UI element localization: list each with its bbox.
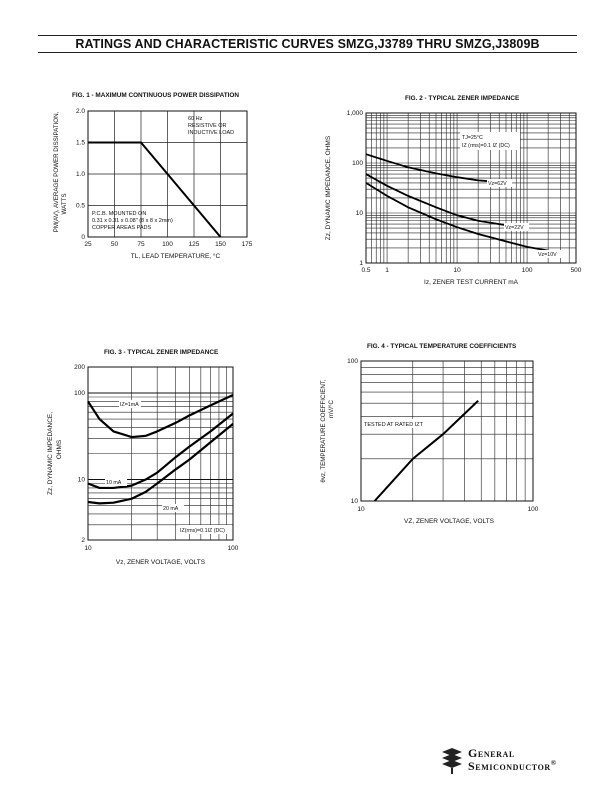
fig2-x-tick-label: 0.5 bbox=[361, 267, 370, 274]
fig1-annotation: RESISTIVE OR bbox=[188, 123, 227, 129]
fig1-annotation: P.C.B. MOUNTED ON bbox=[92, 211, 146, 217]
fig1-y-axis-label: PM(AV), AVERAGE POWER DISSIPATION, bbox=[53, 111, 60, 232]
fig3-series-line bbox=[87, 412, 234, 490]
brand-logo: General Semiconductor® bbox=[440, 746, 580, 776]
fig2-y-axis-label: Zz, DYNAMIC IMPEDANCE, OHMS bbox=[325, 135, 332, 240]
fig1-x-tick-label: 25 bbox=[84, 241, 92, 248]
fig1-x-axis-label: TL, LEAD TEMPERATURE, °C bbox=[131, 252, 221, 260]
fig3-series-label: 20 mA bbox=[163, 506, 179, 512]
fig4-y-tick-label: 100 bbox=[347, 358, 358, 365]
gs-logo-icon bbox=[442, 748, 462, 774]
fig2-x-axis-label: Iz, ZENER TEST CURRENT mA bbox=[424, 279, 519, 286]
fig2-x-tick-label: 100 bbox=[522, 267, 533, 274]
fig2-series-label-bg bbox=[504, 223, 529, 231]
fig2-series-label-bg bbox=[487, 179, 512, 187]
fig3-frame bbox=[87, 366, 234, 541]
title-rule bbox=[38, 52, 577, 53]
fig1-x-tick-label: 175 bbox=[242, 241, 253, 248]
fig1-annotation: COPPER AREAS PADS bbox=[92, 225, 152, 231]
fig4-x-tick-label: 100 bbox=[528, 506, 539, 513]
fig3-y-axis-label: Zz, DYNAMIC IMPEDANCE, bbox=[47, 412, 54, 495]
fig3-series-label-bg bbox=[162, 504, 184, 512]
fig2-annotation: IZ (rms)=0.1 IZ (DC) bbox=[462, 143, 510, 149]
fig3-y-axis-label-2: OHMS bbox=[56, 439, 63, 459]
fig2-y-tick-label: 10 bbox=[356, 210, 364, 217]
fig3-series-label: 10 mA bbox=[106, 480, 122, 486]
fig2-series-line bbox=[365, 153, 491, 183]
fig2-series-line bbox=[365, 182, 561, 254]
fig3-annotation-bg bbox=[178, 525, 232, 534]
fig2-x-tick-label: 10 bbox=[453, 267, 461, 274]
fig4-x-tick-label: 10 bbox=[357, 506, 365, 513]
brand-mark: ® bbox=[550, 759, 557, 767]
fig3-series-line bbox=[87, 423, 234, 505]
fig2-y-tick-label: 1 bbox=[359, 260, 363, 267]
fig3-y-tick-label: 2 bbox=[81, 537, 85, 544]
fig2-annotation: TJ=25°C bbox=[462, 135, 483, 141]
fig2-series-line bbox=[365, 173, 512, 227]
fig1-x-tick-label: 50 bbox=[111, 241, 119, 248]
fig4-y-tick-label: 10 bbox=[351, 498, 359, 505]
fig2-x-tick-label: 500 bbox=[571, 267, 582, 274]
fig2-series-label-bg bbox=[537, 250, 562, 258]
fig1-annotation: 60 Hz bbox=[188, 116, 203, 122]
fig4-title: FIG. 4 - TYPICAL TEMPERATURE COEFFICIENT… bbox=[367, 343, 517, 350]
top-rule bbox=[38, 35, 577, 36]
fig4-y-axis-label-2: mV/°C bbox=[328, 400, 335, 418]
fig1-y-tick-label: 1.5 bbox=[76, 140, 85, 147]
fig1-y-tick-label: 1.0 bbox=[76, 171, 85, 178]
fig1-x-tick-label: 125 bbox=[189, 241, 200, 248]
fig3-series-label-bg bbox=[119, 400, 141, 408]
fig3-title: FIG. 3 - TYPICAL ZENER IMPEDANCE bbox=[104, 349, 219, 356]
fig1-annotation: 0.31 x 0.31 x 0.08" (8 x 8 x 2mm) bbox=[92, 218, 173, 224]
fig2-frame bbox=[365, 112, 577, 264]
fig4-annotation-bg bbox=[362, 419, 428, 428]
fig3-y-tick-label: 10 bbox=[78, 477, 86, 484]
fig3-x-tick-label: 10 bbox=[84, 545, 92, 552]
fig1-y-tick-label: 2.0 bbox=[76, 108, 85, 115]
fig3-series-label: IZ=1mA bbox=[120, 402, 139, 408]
fig4-series-line bbox=[373, 400, 479, 502]
fig1-x-tick-label: 100 bbox=[162, 241, 173, 248]
fig3-series-label-bg bbox=[105, 478, 127, 486]
fig1-annotation: INDUCTIVE LOAD bbox=[188, 130, 234, 136]
fig3-x-axis-label: Vz, ZENER VOLTAGE, VOLTS bbox=[116, 559, 206, 566]
fig3-annotation: IZ(rms)=0.1IZ (DC) bbox=[180, 528, 225, 534]
fig4-frame bbox=[360, 360, 534, 502]
fig1-y-tick-label: 0 bbox=[81, 234, 85, 241]
fig1-title: FIG. 1 - MAXIMUM CONTINUOUS POWER DISSIP… bbox=[72, 92, 239, 99]
brand-line2: Semiconductor® bbox=[468, 759, 557, 774]
fig2-series-label: Vz=22V bbox=[505, 225, 524, 231]
page-title: RATINGS AND CHARACTERISTIC CURVES SMZG,J… bbox=[75, 37, 540, 51]
fig1-y-axis-label-2: WATTS bbox=[61, 194, 68, 215]
fig2-title: FIG. 2 - TYPICAL ZENER IMPEDANCE bbox=[405, 95, 520, 102]
fig2-series-label: Vz=62V bbox=[488, 181, 507, 187]
brand-line2-text: Semiconductor bbox=[468, 759, 551, 773]
fig1-frame bbox=[87, 110, 248, 238]
fig1-y-tick-label: 0.5 bbox=[76, 203, 85, 210]
fig3-x-tick-label: 100 bbox=[228, 545, 239, 552]
fig2-x-tick-label: 1 bbox=[385, 267, 389, 274]
fig1-x-tick-label: 150 bbox=[215, 241, 226, 248]
fig2-y-tick-label: 100 bbox=[352, 160, 363, 167]
fig3-y-tick-label: 200 bbox=[74, 364, 85, 371]
fig3-y-tick-label: 100 bbox=[74, 390, 85, 397]
fig4-x-axis-label: VZ, ZENER VOLTAGE, VOLTS bbox=[404, 518, 495, 525]
fig1-series-line bbox=[88, 141, 222, 238]
fig2-y-tick-label: 1,000 bbox=[347, 110, 364, 117]
brand-line1: General bbox=[468, 746, 515, 760]
fig1-x-tick-label: 75 bbox=[137, 241, 145, 248]
fig4-annotation: TESTED AT RATED IZT bbox=[364, 422, 424, 428]
fig2-annotation-bg bbox=[460, 132, 520, 150]
fig3-series-line bbox=[87, 393, 234, 439]
fig4-y-axis-label: θvz, TEMPERATURE COEFFICIENT, bbox=[320, 379, 327, 483]
fig2-series-label: Vz=10V bbox=[538, 252, 557, 258]
